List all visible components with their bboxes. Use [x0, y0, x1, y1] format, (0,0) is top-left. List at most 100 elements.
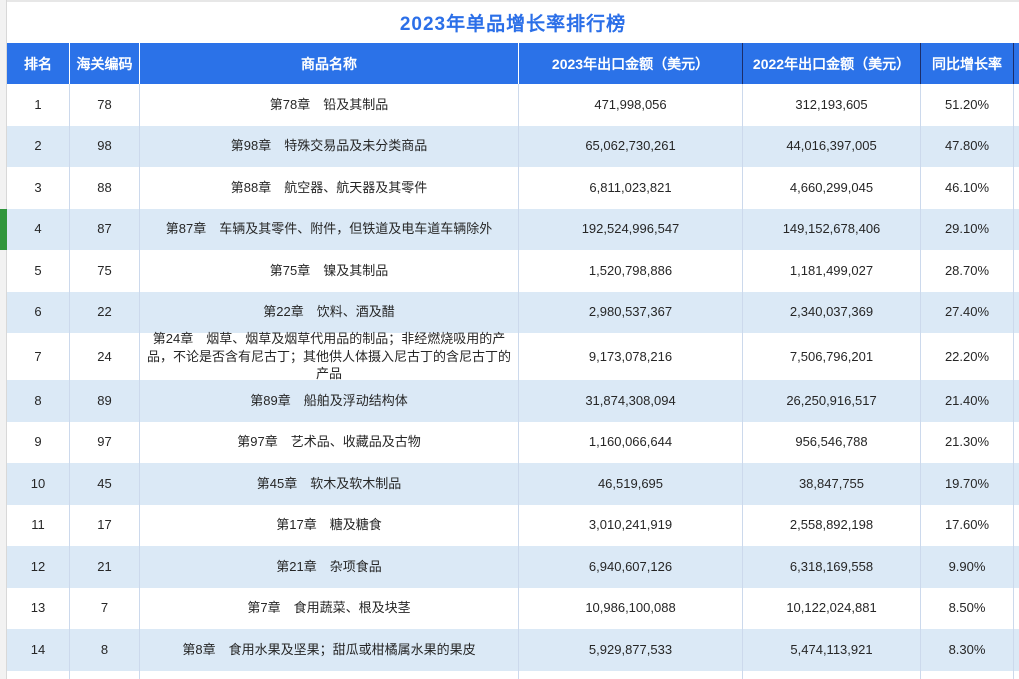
selected-row-indicator: [0, 209, 7, 251]
amount-2023-cell: 471,998,056: [519, 84, 743, 126]
rank-cell: 5: [7, 250, 70, 292]
amount-2022-cell: 10,122,024,881: [743, 588, 921, 630]
amount-2022-cell: 2,340,037,369: [743, 292, 921, 334]
amount-2023-cell: 9,173,078,216: [519, 333, 743, 380]
product-name-cell: 第17章 糖及糖食: [140, 505, 519, 547]
amount-2022-cell: 1,181,499,027: [743, 250, 921, 292]
amount-2022-cell: 5,474,113,921: [743, 629, 921, 671]
amount-2023-cell: 3,010,241,919: [519, 505, 743, 547]
row-filler-cell: [1014, 333, 1019, 380]
product-name-cell: 第75章 镍及其制品: [140, 250, 519, 292]
table-header-row: 排名 海关编码 商品名称 2023年出口金额（美元） 2022年出口金额（美元）…: [7, 43, 1019, 84]
growth-rate-cell: 47.80%: [921, 126, 1014, 168]
table-row[interactable]: 3 88 第88章 航空器、航天器及其零件 6,811,023,821 4,66…: [7, 167, 1019, 209]
row-filler-cell: [1014, 167, 1019, 209]
table-row[interactable]: 7 24 第24章 烟草、烟草及烟草代用品的制品；非经燃烧吸用的产品，不论是否含…: [7, 333, 1019, 380]
hs-code-cell: 78: [70, 84, 140, 126]
amount-2022-cell: 38,847,755: [743, 463, 921, 505]
amount-2023-cell: 2,980,537,367: [519, 292, 743, 334]
amount-2022-cell: 26,250,916,517: [743, 380, 921, 422]
row-filler-cell: [1014, 84, 1019, 126]
table-row[interactable]: 14 8 第8章 食用水果及坚果；甜瓜或柑橘属水果的果皮 5,929,877,5…: [7, 629, 1019, 671]
table-row[interactable]: 2 98 第98章 特殊交易品及未分类商品 65,062,730,261 44,…: [7, 126, 1019, 168]
table-row[interactable]: 10 45 第45章 软木及软木制品 46,519,695 38,847,755…: [7, 463, 1019, 505]
amount-2023-cell: 5,929,877,533: [519, 629, 743, 671]
row-filler-cell: [1014, 292, 1019, 334]
product-name-cell: 第89章 船舶及浮动结构体: [140, 380, 519, 422]
product-name-cell: 第21章 杂项食品: [140, 546, 519, 588]
rank-cell: 2: [7, 126, 70, 168]
hs-code-cell: 24: [70, 333, 140, 380]
product-name-cell: 第7章 食用蔬菜、根及块茎: [140, 588, 519, 630]
growth-rate-cell: 21.30%: [921, 422, 1014, 464]
partial-next-row: [7, 671, 1019, 679]
table-area: 2023年单品增长率排行榜 排名 海关编码 商品名称 2023年出口金额（美元）…: [7, 0, 1019, 679]
amount-2022-cell: 44,016,397,005: [743, 126, 921, 168]
table-row[interactable]: 4 87 第87章 车辆及其零件、附件，但铁道及电车道车辆除外 192,524,…: [7, 209, 1019, 251]
row-filler-cell: [1014, 126, 1019, 168]
rank-cell: 4: [7, 209, 70, 251]
table-row[interactable]: 11 17 第17章 糖及糖食 3,010,241,919 2,558,892,…: [7, 505, 1019, 547]
rank-cell: 11: [7, 505, 70, 547]
rank-cell: 9: [7, 422, 70, 464]
amount-2022-cell: 312,193,605: [743, 84, 921, 126]
row-filler-cell: [1014, 380, 1019, 422]
product-name-cell: 第87章 车辆及其零件、附件，但铁道及电车道车辆除外: [140, 209, 519, 251]
column-header-amount-2022: 2022年出口金额（美元）: [743, 43, 921, 84]
table-row[interactable]: 13 7 第7章 食用蔬菜、根及块茎 10,986,100,088 10,122…: [7, 588, 1019, 630]
amount-2023-cell: 65,062,730,261: [519, 126, 743, 168]
hs-code-cell: 21: [70, 546, 140, 588]
amount-2023-cell: 31,874,308,094: [519, 380, 743, 422]
hs-code-cell: 89: [70, 380, 140, 422]
hs-code-cell: 88: [70, 167, 140, 209]
growth-rate-cell: 19.70%: [921, 463, 1014, 505]
amount-2023-cell: 46,519,695: [519, 463, 743, 505]
table-row[interactable]: 5 75 第75章 镍及其制品 1,520,798,886 1,181,499,…: [7, 250, 1019, 292]
rank-cell: 13: [7, 588, 70, 630]
rank-cell: 12: [7, 546, 70, 588]
rank-cell: 6: [7, 292, 70, 334]
row-filler-cell: [1014, 505, 1019, 547]
page-title: 2023年单品增长率排行榜: [7, 0, 1019, 43]
rank-cell: 1: [7, 84, 70, 126]
growth-rate-cell: 21.40%: [921, 380, 1014, 422]
growth-rate-cell: 27.40%: [921, 292, 1014, 334]
product-name-cell: 第97章 艺术品、收藏品及古物: [140, 422, 519, 464]
product-name-cell: 第22章 饮料、酒及醋: [140, 292, 519, 334]
table-row[interactable]: 1 78 第78章 铅及其制品 471,998,056 312,193,605 …: [7, 84, 1019, 126]
growth-rate-cell: 46.10%: [921, 167, 1014, 209]
table-row[interactable]: 6 22 第22章 饮料、酒及醋 2,980,537,367 2,340,037…: [7, 292, 1019, 334]
column-header-filler: [1014, 43, 1019, 84]
row-filler-cell: [1014, 463, 1019, 505]
sheet-left-gutter: [0, 0, 7, 679]
table-body: 1 78 第78章 铅及其制品 471,998,056 312,193,605 …: [7, 84, 1019, 671]
rank-cell: 7: [7, 333, 70, 380]
growth-rate-cell: 8.30%: [921, 629, 1014, 671]
hs-code-cell: 8: [70, 629, 140, 671]
growth-rate-cell: 28.70%: [921, 250, 1014, 292]
product-name-cell: 第8章 食用水果及坚果；甜瓜或柑橘属水果的果皮: [140, 629, 519, 671]
column-header-hs-code: 海关编码: [70, 43, 140, 84]
product-name-cell: 第78章 铅及其制品: [140, 84, 519, 126]
row-filler-cell: [1014, 546, 1019, 588]
growth-rate-cell: 51.20%: [921, 84, 1014, 126]
table-row[interactable]: 9 97 第97章 艺术品、收藏品及古物 1,160,066,644 956,5…: [7, 422, 1019, 464]
column-header-amount-2023: 2023年出口金额（美元）: [519, 43, 743, 84]
rank-cell: 3: [7, 167, 70, 209]
hs-code-cell: 75: [70, 250, 140, 292]
growth-rate-cell: 8.50%: [921, 588, 1014, 630]
row-filler-cell: [1014, 588, 1019, 630]
hs-code-cell: 45: [70, 463, 140, 505]
growth-rate-cell: 22.20%: [921, 333, 1014, 380]
growth-rate-cell: 17.60%: [921, 505, 1014, 547]
amount-2023-cell: 1,160,066,644: [519, 422, 743, 464]
amount-2022-cell: 4,660,299,045: [743, 167, 921, 209]
amount-2022-cell: 956,546,788: [743, 422, 921, 464]
row-filler-cell: [1014, 250, 1019, 292]
column-header-rank: 排名: [7, 43, 70, 84]
hs-code-cell: 22: [70, 292, 140, 334]
amount-2023-cell: 10,986,100,088: [519, 588, 743, 630]
hs-code-cell: 97: [70, 422, 140, 464]
table-row[interactable]: 12 21 第21章 杂项食品 6,940,607,126 6,318,169,…: [7, 546, 1019, 588]
table-row[interactable]: 8 89 第89章 船舶及浮动结构体 31,874,308,094 26,250…: [7, 380, 1019, 422]
